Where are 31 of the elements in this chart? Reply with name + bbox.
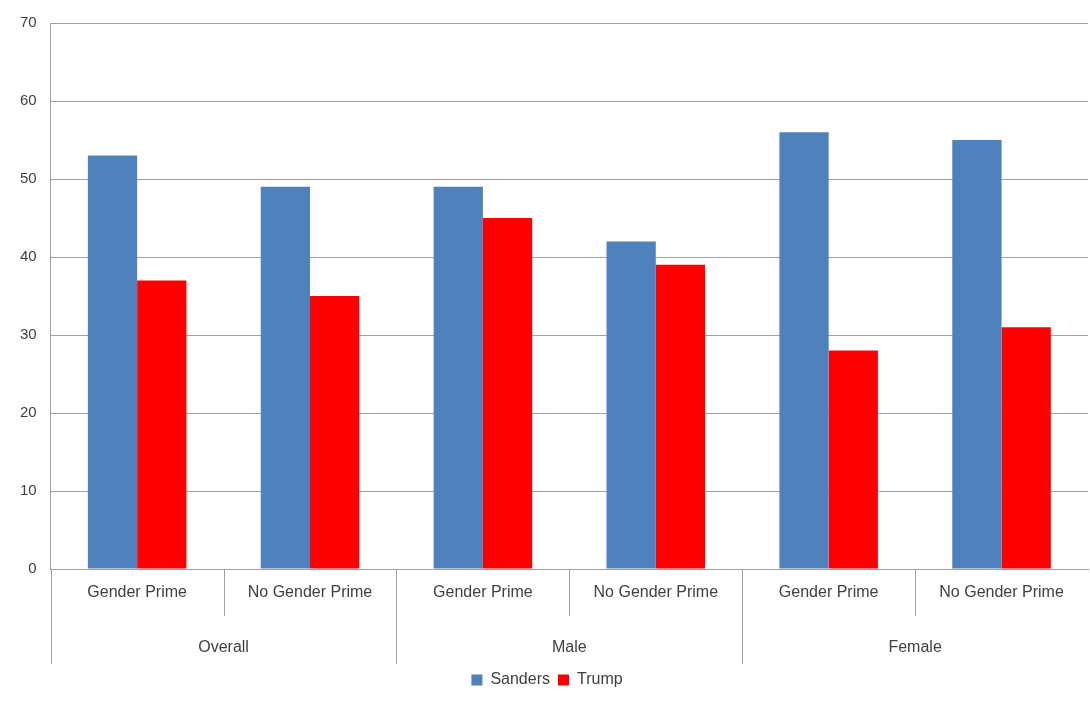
y-tick-label: 40	[20, 247, 37, 265]
text: Male	[552, 638, 587, 656]
bar	[87, 155, 138, 569]
y-tick-label: 30	[20, 325, 37, 343]
bar	[433, 186, 483, 569]
bar	[1001, 327, 1051, 569]
bar	[952, 140, 1002, 569]
bar	[137, 280, 187, 569]
bar	[606, 241, 656, 569]
x-tick-label: Gender Prime	[87, 583, 188, 601]
x-tick-label: No Gender Prime	[593, 583, 719, 601]
bar	[828, 350, 878, 569]
y-tick-label: 20	[20, 403, 37, 421]
text: Female	[888, 638, 942, 656]
y-tick-label: 60	[20, 91, 37, 109]
x-tick-label: No Gender Prime	[939, 583, 1064, 601]
text: Overall	[198, 638, 249, 656]
x-tick-label: Gender Prime	[778, 583, 879, 601]
y-tick-label: 0	[28, 559, 37, 577]
x-tick-label: Gender Prime	[433, 583, 533, 601]
y-tick-label: 70	[20, 13, 37, 31]
y-tick-label: 50	[20, 169, 37, 187]
legend-label: Trump	[576, 670, 623, 688]
bar	[779, 132, 829, 569]
bar	[310, 296, 360, 569]
legend-label: Sanders	[490, 670, 550, 688]
bar	[260, 186, 311, 569]
x-tick-label: No Gender Prime	[247, 583, 373, 601]
y-tick-label: 10	[20, 481, 37, 499]
bar	[655, 264, 706, 569]
bar	[482, 218, 533, 569]
